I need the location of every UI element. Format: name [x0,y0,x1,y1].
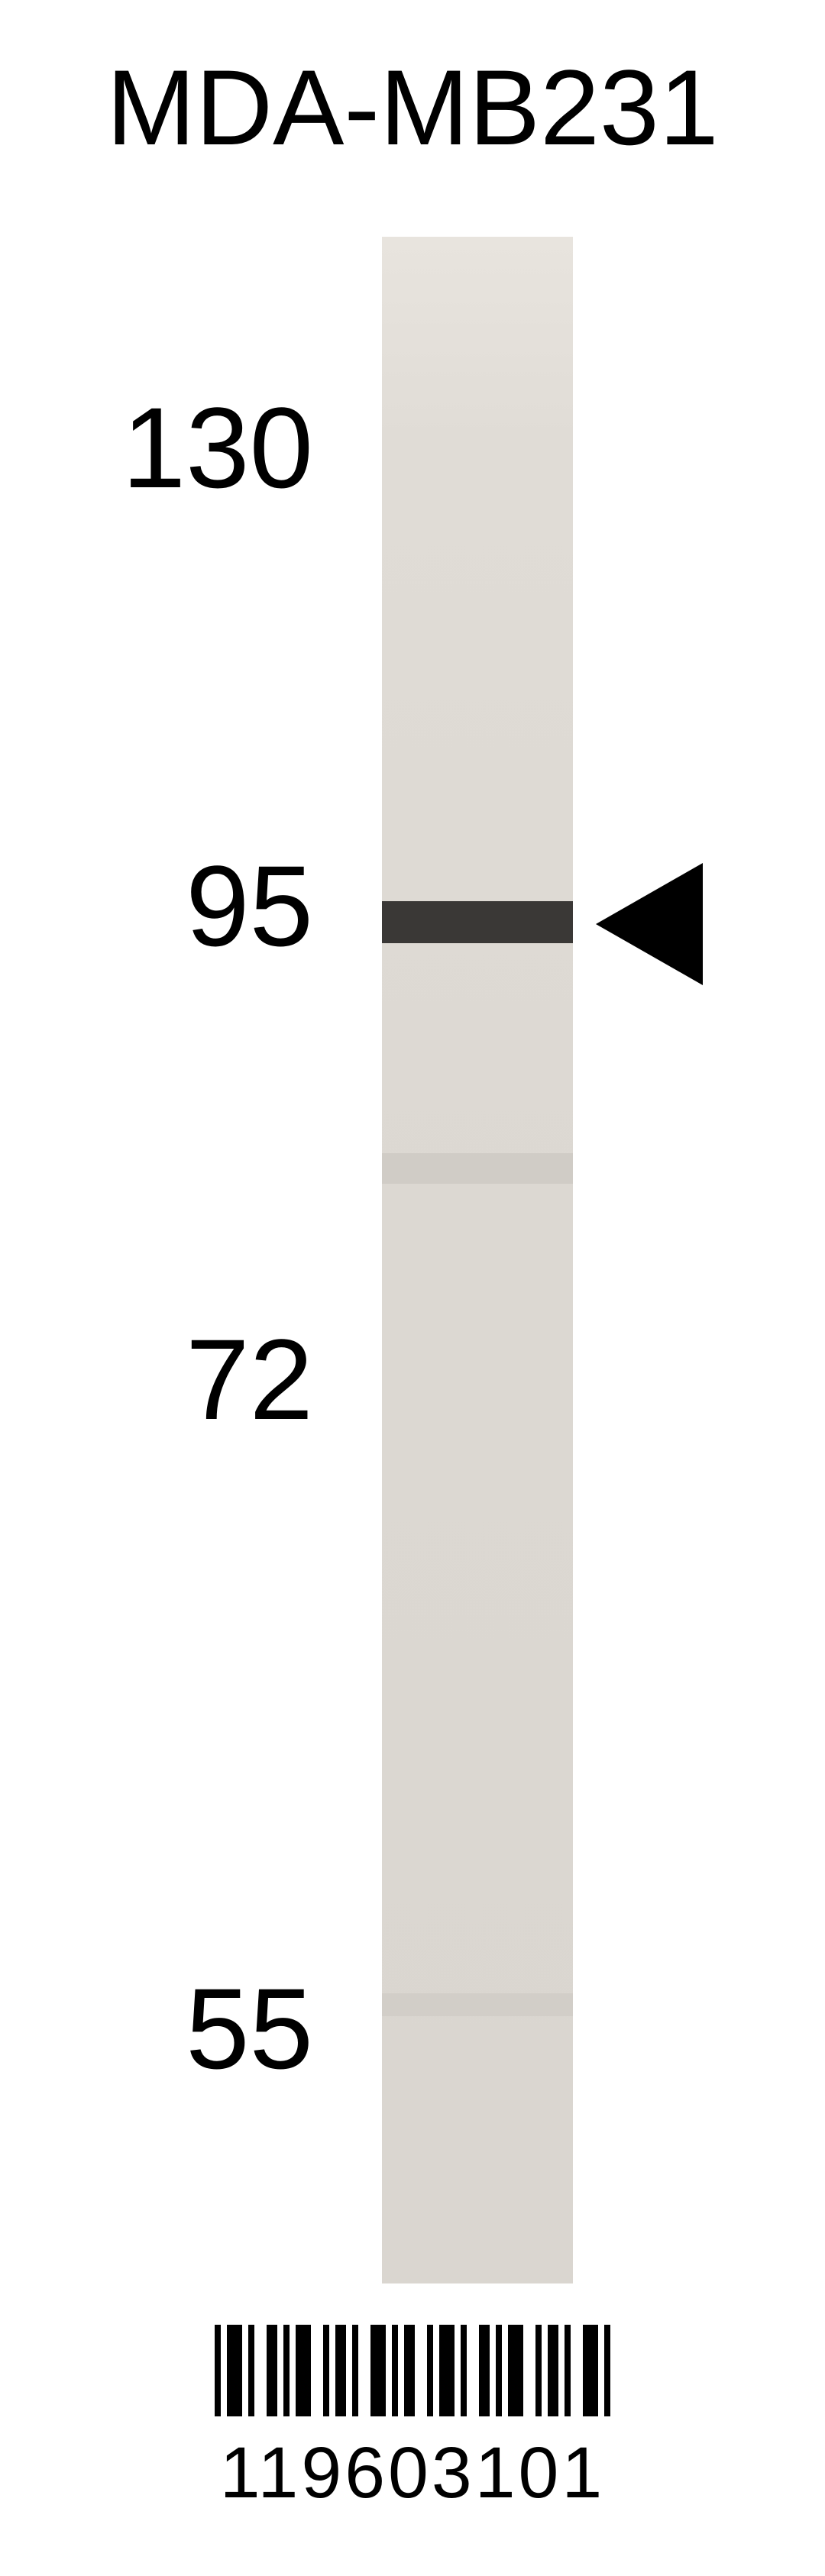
barcode-gap [254,2325,267,2416]
barcode-gap [598,2325,604,2416]
barcode-gap [277,2325,283,2416]
barcode [215,2325,610,2416]
barcode-bar [496,2325,502,2416]
band-faint-1 [382,1153,573,1184]
barcode-gap [433,2325,439,2416]
barcode-gap [398,2325,404,2416]
barcode-bar [508,2325,523,2416]
barcode-bar [461,2325,467,2416]
barcode-bar [323,2325,329,2416]
band-faint-2 [382,1993,573,2016]
blot-lane [382,237,573,2283]
barcode-bar [535,2325,542,2416]
barcode-gap [571,2325,583,2416]
barcode-gap [558,2325,565,2416]
barcode-gap [386,2325,392,2416]
barcode-gap [502,2325,508,2416]
barcode-gap [523,2325,535,2416]
barcode-gap [415,2325,427,2416]
barcode-gap [221,2325,227,2416]
barcode-bar [404,2325,415,2416]
barcode-bar [548,2325,558,2416]
barcode-bar [479,2325,490,2416]
barcode-bar [604,2325,610,2416]
barcode-bar [370,2325,386,2416]
barcode-gap [490,2325,496,2416]
marker-label-95: 95 [69,840,313,972]
barcode-bar [565,2325,571,2416]
barcode-gap [358,2325,370,2416]
barcode-gap [346,2325,352,2416]
marker-label-130: 130 [69,382,313,514]
western-blot-container: MDA-MB231 130 95 72 55 119603101 [0,0,825,2576]
barcode-bar [335,2325,346,2416]
band-main [382,901,573,943]
barcode-number: 119603101 [220,2432,605,2515]
barcode-bar [248,2325,254,2416]
barcode-bar [296,2325,311,2416]
barcode-bar [227,2325,242,2416]
marker-label-72: 72 [69,1314,313,1446]
barcode-gap [455,2325,461,2416]
barcode-gap [242,2325,248,2416]
barcode-gap [329,2325,335,2416]
marker-label-55: 55 [69,1963,313,2095]
barcode-bar [267,2325,277,2416]
barcode-gap [311,2325,323,2416]
barcode-gap [467,2325,479,2416]
barcode-bar [352,2325,358,2416]
barcode-container: 119603101 [145,2325,680,2515]
barcode-gap [542,2325,548,2416]
barcode-gap [290,2325,296,2416]
barcode-bar [427,2325,433,2416]
barcode-bar [215,2325,221,2416]
barcode-bar [583,2325,598,2416]
band-arrow-icon [596,863,703,985]
barcode-bar [283,2325,290,2416]
barcode-bar [392,2325,398,2416]
barcode-bar [439,2325,455,2416]
sample-label: MDA-MB231 [106,46,718,170]
